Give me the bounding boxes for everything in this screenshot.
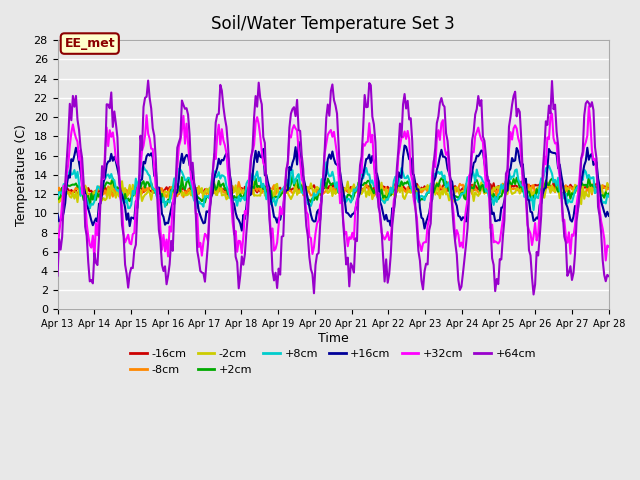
+2cm [289,173,296,179]
-2cm [121,185,129,191]
-16cm [238,185,246,191]
+64cm [530,291,538,297]
+2cm [123,200,131,205]
-2cm [576,184,584,190]
+8cm [530,207,538,213]
-16cm [374,178,382,184]
+2cm [298,182,305,188]
+64cm [296,128,304,134]
+64cm [144,78,152,84]
-2cm [218,192,226,198]
+16cm [236,221,244,227]
+32cm [246,170,253,176]
Line: +2cm: +2cm [58,176,609,208]
-8cm [123,187,131,192]
+16cm [298,164,305,170]
-8cm [54,188,61,193]
+16cm [54,211,61,216]
+32cm [574,191,582,196]
+2cm [220,180,227,186]
-8cm [238,188,246,194]
+16cm [238,228,246,233]
X-axis label: Time: Time [318,332,349,345]
Line: +8cm: +8cm [58,162,609,210]
+8cm [236,198,244,204]
-16cm [121,191,129,196]
-16cm [54,187,61,193]
+64cm [220,104,227,109]
Y-axis label: Temperature (C): Temperature (C) [15,124,28,226]
-8cm [577,182,585,188]
+16cm [295,139,303,145]
+64cm [54,273,61,278]
Line: +32cm: +32cm [58,106,609,261]
+2cm [238,194,246,200]
+16cm [577,180,585,186]
-8cm [505,179,513,184]
-16cm [220,186,227,192]
+32cm [605,244,612,250]
-8cm [605,186,612,192]
-2cm [577,201,585,207]
+8cm [295,171,303,177]
+16cm [218,157,226,163]
-2cm [300,177,307,183]
+64cm [238,253,246,259]
Line: -16cm: -16cm [58,181,609,195]
Line: -2cm: -2cm [58,180,609,204]
+32cm [585,103,593,109]
+8cm [323,159,330,165]
+2cm [54,197,61,203]
Line: +64cm: +64cm [58,81,609,294]
-2cm [236,191,244,197]
-8cm [220,190,227,195]
Legend: -16cm, -8cm, -2cm, +2cm, +8cm, +16cm, +32cm, +64cm: -16cm, -8cm, -2cm, +2cm, +8cm, +16cm, +3… [126,345,540,379]
-16cm [296,189,304,194]
-2cm [295,188,303,194]
+64cm [247,156,255,162]
+16cm [121,205,129,211]
Line: +16cm: +16cm [58,142,609,230]
+64cm [605,273,612,279]
+8cm [246,178,253,184]
-8cm [296,187,304,193]
-2cm [54,190,61,195]
+2cm [577,180,585,185]
-16cm [167,192,175,198]
+16cm [247,192,255,197]
-8cm [247,190,255,195]
-16cm [605,185,612,191]
+8cm [577,174,585,180]
+32cm [121,240,129,245]
+8cm [54,194,61,200]
+16cm [605,213,612,219]
-16cm [247,189,255,194]
+32cm [54,249,61,254]
Text: EE_met: EE_met [65,37,115,50]
-2cm [246,188,253,193]
-2cm [605,183,612,189]
+32cm [236,239,244,244]
-16cm [577,183,585,189]
-8cm [88,195,95,201]
+8cm [218,172,226,178]
+32cm [218,126,226,132]
+2cm [86,205,93,211]
Title: Soil/Water Temperature Set 3: Soil/Water Temperature Set 3 [211,15,455,33]
+64cm [577,156,585,161]
Line: -8cm: -8cm [58,181,609,198]
+64cm [121,262,129,267]
+32cm [295,147,303,153]
+32cm [602,258,609,264]
+8cm [121,199,129,205]
+8cm [605,194,612,200]
+2cm [247,185,255,191]
+2cm [605,191,612,196]
